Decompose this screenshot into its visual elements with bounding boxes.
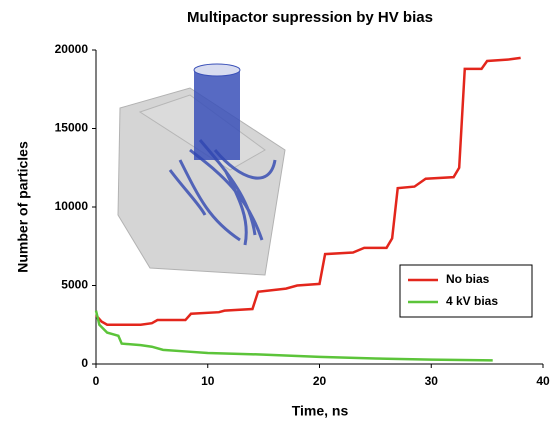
x-tick-label: 0 bbox=[93, 374, 100, 388]
x-tick-label: 40 bbox=[536, 374, 550, 388]
y-tick-label: 0 bbox=[81, 356, 88, 370]
chart-title: Multipactor supression by HV bias bbox=[187, 9, 433, 26]
legend-label: 4 kV bias bbox=[446, 294, 498, 308]
data-line bbox=[95, 56, 521, 326]
y-tick-label: 15000 bbox=[55, 121, 89, 135]
y-tick-label: 20000 bbox=[55, 42, 89, 56]
legend-label: No bias bbox=[446, 272, 490, 286]
y-tick-label: 5000 bbox=[61, 278, 88, 292]
x-tick-label: 20 bbox=[313, 374, 327, 388]
x-tick-label: 30 bbox=[425, 374, 439, 388]
y-axis-label: Number of particles bbox=[15, 141, 31, 273]
x-tick-label: 10 bbox=[201, 374, 215, 388]
inset-image bbox=[117, 63, 286, 276]
y-tick-label: 10000 bbox=[55, 199, 89, 213]
x-axis-label: Time, ns bbox=[292, 403, 349, 419]
data-line bbox=[94, 310, 493, 362]
legend-box bbox=[399, 264, 533, 318]
